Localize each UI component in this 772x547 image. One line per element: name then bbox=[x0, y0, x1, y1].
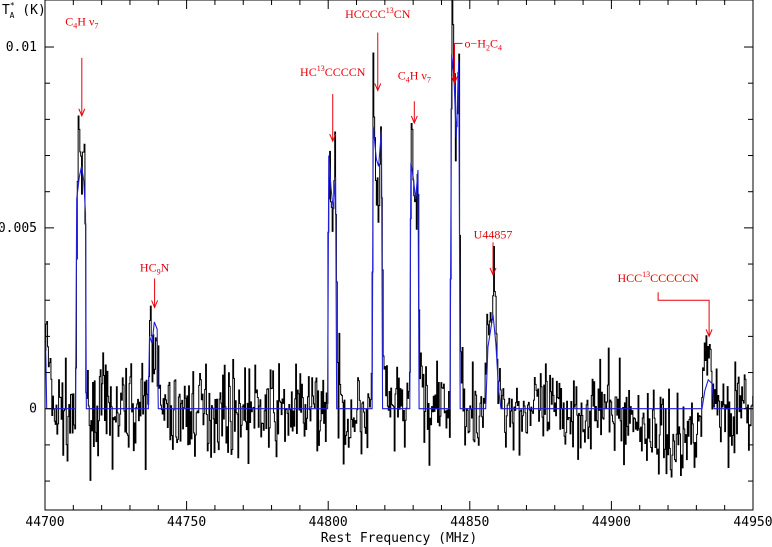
annotation-label: C4H ν7 bbox=[398, 69, 431, 85]
x-tick-label: 44850 bbox=[450, 515, 489, 530]
annotation-label-part: 13 bbox=[317, 64, 325, 73]
annotation-label: C4H ν7 bbox=[65, 14, 98, 30]
annotation-label: HC13CCCCN bbox=[300, 64, 366, 79]
annotation-label-part: 4 bbox=[498, 43, 502, 52]
annotation-arrowhead bbox=[705, 329, 713, 338]
annotation-label-part: 9 bbox=[157, 267, 161, 276]
annotation-label-part: ν bbox=[89, 14, 95, 28]
annotation-u44857: U44857 bbox=[474, 228, 513, 277]
x-axis-label: Rest Frequency (MHz) bbox=[321, 531, 478, 546]
annotation-c4h-nu7-a: C4H ν7 bbox=[65, 14, 98, 118]
annotation-elbow bbox=[657, 292, 710, 337]
annotation-label-part: 4 bbox=[406, 76, 410, 85]
annotation-label-part: H bbox=[77, 14, 89, 28]
x-tick-label: 44700 bbox=[25, 515, 64, 530]
plot-frame bbox=[44, 0, 754, 511]
annotation-hc9n: HC9N bbox=[140, 260, 170, 309]
annotation-label-part: HCCCC bbox=[345, 7, 386, 21]
y-tick-label: 0.01 bbox=[6, 40, 37, 55]
y-axis-label-sub: A bbox=[10, 11, 15, 20]
annotation-label: HCC13CCCCCN bbox=[617, 270, 699, 285]
series-layer bbox=[45, 0, 753, 481]
annotation-label-part: 7 bbox=[94, 21, 98, 30]
annotation-label-part: HC bbox=[140, 260, 157, 274]
annotation-label-part: C bbox=[398, 69, 406, 83]
annotation-hc13ccccn: HC13CCCCN bbox=[300, 64, 366, 143]
annotation-hcc13cccccn: HCC13CCCCCN bbox=[617, 270, 713, 338]
annotation-arrowhead bbox=[410, 115, 418, 125]
annotation-c4h-nu7-b: C4H ν7 bbox=[398, 69, 431, 125]
annotation-label-part: 4 bbox=[73, 21, 77, 30]
observed-spectrum-line bbox=[45, 0, 753, 481]
y-axis-label-unit: (K) bbox=[14, 3, 45, 18]
annotation-o-h2c4: o−H2C4 bbox=[451, 36, 502, 85]
annotation-label-part: U44857 bbox=[474, 228, 513, 242]
annotation-label-part: o−H bbox=[465, 36, 487, 50]
x-tick-label: 44900 bbox=[592, 515, 631, 530]
annotation-label-part: C bbox=[490, 36, 498, 50]
y-axis-label-base: T bbox=[2, 3, 10, 18]
annotation-arrowhead bbox=[451, 75, 458, 85]
model-fit-line bbox=[45, 54, 753, 410]
annotation-label-part: HC bbox=[300, 65, 317, 79]
axis-ticks: 44700 44750 44800 44850 44900 44950 0 0.005 0.01 bbox=[0, 0, 772, 530]
y-axis-label: T* A (K) bbox=[2, 1, 46, 20]
annotation-label-part: CCCCN bbox=[325, 65, 366, 79]
annotation-label-part: H bbox=[410, 69, 422, 83]
annotation-arrowhead bbox=[151, 300, 159, 309]
annotation-label-part: CCCCCN bbox=[650, 271, 699, 285]
annotation-arrowhead bbox=[489, 267, 497, 277]
annotation-arrowhead bbox=[329, 133, 337, 143]
annotation-label: HCCCC13CN bbox=[345, 6, 411, 21]
x-tick-label: 44800 bbox=[309, 515, 348, 530]
annotation-arrowhead bbox=[374, 83, 382, 92]
annotation-hcccc13cn: HCCCC13CN bbox=[345, 6, 411, 92]
annotation-arrowhead bbox=[78, 108, 86, 118]
annotation-label: U44857 bbox=[474, 228, 513, 242]
annotation-label-part: CN bbox=[394, 7, 411, 21]
annotation-label-part: 2 bbox=[486, 43, 490, 52]
y-axis-label-sup: * bbox=[10, 1, 15, 10]
annotation-label-part: 7 bbox=[427, 76, 431, 85]
annotation-label-part: 13 bbox=[386, 6, 394, 15]
annotation-label-part: 13 bbox=[642, 270, 650, 279]
annotation-label: HC9N bbox=[140, 260, 170, 276]
x-tick-label: 44750 bbox=[167, 515, 206, 530]
annotation-label-part: C bbox=[65, 14, 73, 28]
y-tick-label: 0.005 bbox=[0, 221, 37, 236]
y-tick-label: 0 bbox=[29, 402, 37, 417]
annotation-label-part: ν bbox=[421, 69, 427, 83]
annotation-label-part: N bbox=[161, 260, 170, 274]
annotation-label: o−H2C4 bbox=[465, 36, 502, 52]
annotation-label-part: HCC bbox=[617, 271, 642, 285]
x-tick-label: 44950 bbox=[733, 515, 772, 530]
